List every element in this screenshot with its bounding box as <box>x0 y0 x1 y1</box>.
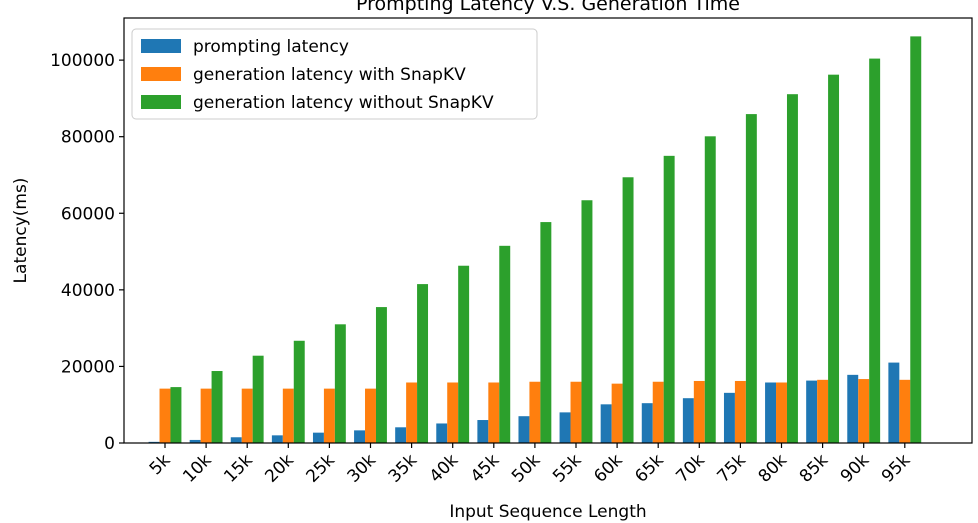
bar-with-snapkv-45k <box>488 382 500 443</box>
bar-with-snapkv-15k <box>241 388 253 443</box>
bar-prompting-10k <box>189 439 201 443</box>
bar-without-snapkv-10k <box>211 371 223 443</box>
bar-without-snapkv-90k <box>869 58 881 444</box>
bar-prompting-60k <box>600 404 612 443</box>
bar-prompting-45k <box>477 420 489 443</box>
legend-box <box>131 28 538 120</box>
bar-prompting-35k <box>395 427 407 443</box>
bar-without-snapkv-85k <box>828 74 840 444</box>
x-tick-label: 90k <box>837 450 874 487</box>
x-tick-label: 40k <box>426 450 463 487</box>
legend: prompting latency generation latency with… <box>131 28 538 120</box>
bar-with-snapkv-80k <box>776 382 787 443</box>
bar-with-snapkv-75k <box>734 380 746 443</box>
legend-label: prompting latency <box>193 37 349 57</box>
bar-without-snapkv-30k <box>375 307 387 443</box>
x-tick-label: 70k <box>672 450 709 487</box>
bar-prompting-75k <box>723 392 735 443</box>
legend-label: generation latency with SnapKV <box>193 65 466 85</box>
x-axis-label: Input Sequence Length <box>449 502 646 522</box>
y-tick-label: 100000 <box>50 51 115 71</box>
bar-without-snapkv-5k <box>170 387 182 443</box>
bar-prompting-55k <box>559 412 571 443</box>
plot-frame <box>123 17 973 444</box>
bar-without-snapkv-40k <box>458 265 470 443</box>
bar-with-snapkv-30k <box>365 388 376 443</box>
y-tick-label: 40000 <box>61 281 115 301</box>
x-tick-label: 35k <box>385 450 422 487</box>
bar-with-snapkv-40k <box>447 382 459 443</box>
bar-with-snapkv-70k <box>693 380 705 443</box>
bar-with-snapkv-10k <box>200 388 212 443</box>
x-tick-label: 55k <box>549 450 586 487</box>
chart-title: Prompting Latency V.S. Generation Time <box>356 0 740 15</box>
bar-without-snapkv-50k <box>540 222 552 443</box>
x-tick-label: 80k <box>755 450 792 487</box>
bar-without-snapkv-55k <box>581 200 593 443</box>
y-tick-label: 80000 <box>61 128 115 148</box>
bar-prompting-65k <box>641 403 653 443</box>
bar-with-snapkv-85k <box>817 379 829 443</box>
bar-without-snapkv-80k <box>786 94 798 443</box>
x-tick-label: 95k <box>878 450 915 487</box>
bar-with-snapkv-25k <box>323 388 335 443</box>
x-tick-label: 65k <box>631 450 668 487</box>
bar-prompting-30k <box>354 430 366 443</box>
bar-without-snapkv-95k <box>910 36 922 443</box>
x-tick-label: 20k <box>261 450 298 487</box>
x-axis: 5k 10k 15k 20k 25k 30k 35k 40k 45k 50k 55k 60k 65k 70… <box>146 443 915 487</box>
bar-without-snapkv-20k <box>293 340 305 443</box>
bar-with-snapkv-65k <box>652 381 664 443</box>
bar-prompting-90k <box>847 374 859 443</box>
bar-prompting-25k <box>312 432 324 443</box>
x-tick-label: 5k <box>146 450 175 479</box>
x-tick-label: 85k <box>796 450 833 487</box>
bar-with-snapkv-5k <box>159 388 171 443</box>
x-tick-label: 10k <box>179 450 216 487</box>
y-tick-label: 60000 <box>61 204 115 224</box>
legend-swatch <box>141 95 181 109</box>
bar-without-snapkv-65k <box>663 155 675 443</box>
y-tick-label: 0 <box>104 434 115 454</box>
bar-with-snapkv-90k <box>858 379 870 443</box>
bar-with-snapkv-35k <box>406 382 418 443</box>
bar-prompting-20k <box>271 435 283 443</box>
x-tick-label: 75k <box>714 450 751 487</box>
bar-with-snapkv-60k <box>611 383 623 443</box>
x-tick-label: 60k <box>590 450 627 487</box>
x-tick-label: 45k <box>467 450 504 487</box>
bar-without-snapkv-35k <box>417 284 429 443</box>
bar-without-snapkv-75k <box>745 114 757 443</box>
bar-prompting-80k <box>765 382 777 443</box>
x-tick-label: 15k <box>220 450 257 487</box>
x-tick-label: 25k <box>303 450 340 487</box>
legend-swatch <box>141 67 181 81</box>
bar-with-snapkv-20k <box>282 388 294 443</box>
bar-prompting-70k <box>682 398 694 443</box>
legend-swatch <box>141 39 181 53</box>
bar-without-snapkv-45k <box>499 245 511 443</box>
bar-without-snapkv-70k <box>704 136 716 443</box>
y-axis: 0 20000 40000 60000 80000 100000 <box>50 51 124 454</box>
bar-prompting-40k <box>436 423 448 443</box>
bar-without-snapkv-15k <box>252 355 264 443</box>
bar-prompting-95k <box>888 362 900 443</box>
bar-prompting-15k <box>230 437 242 443</box>
bar-prompting-85k <box>806 380 818 443</box>
bar-without-snapkv-25k <box>334 324 346 443</box>
bar-with-snapkv-95k <box>899 379 911 443</box>
bar-prompting-50k <box>518 416 530 443</box>
bars-group <box>148 36 922 444</box>
bar-with-snapkv-50k <box>529 381 541 443</box>
y-tick-label: 20000 <box>61 357 115 377</box>
bar-without-snapkv-60k <box>622 177 634 443</box>
legend-label: generation latency without SnapKV <box>193 93 494 113</box>
x-tick-label: 30k <box>344 450 381 487</box>
y-axis-label: Latency(ms) <box>11 178 31 284</box>
x-tick-label: 50k <box>508 450 545 487</box>
bar-with-snapkv-55k <box>570 381 582 443</box>
